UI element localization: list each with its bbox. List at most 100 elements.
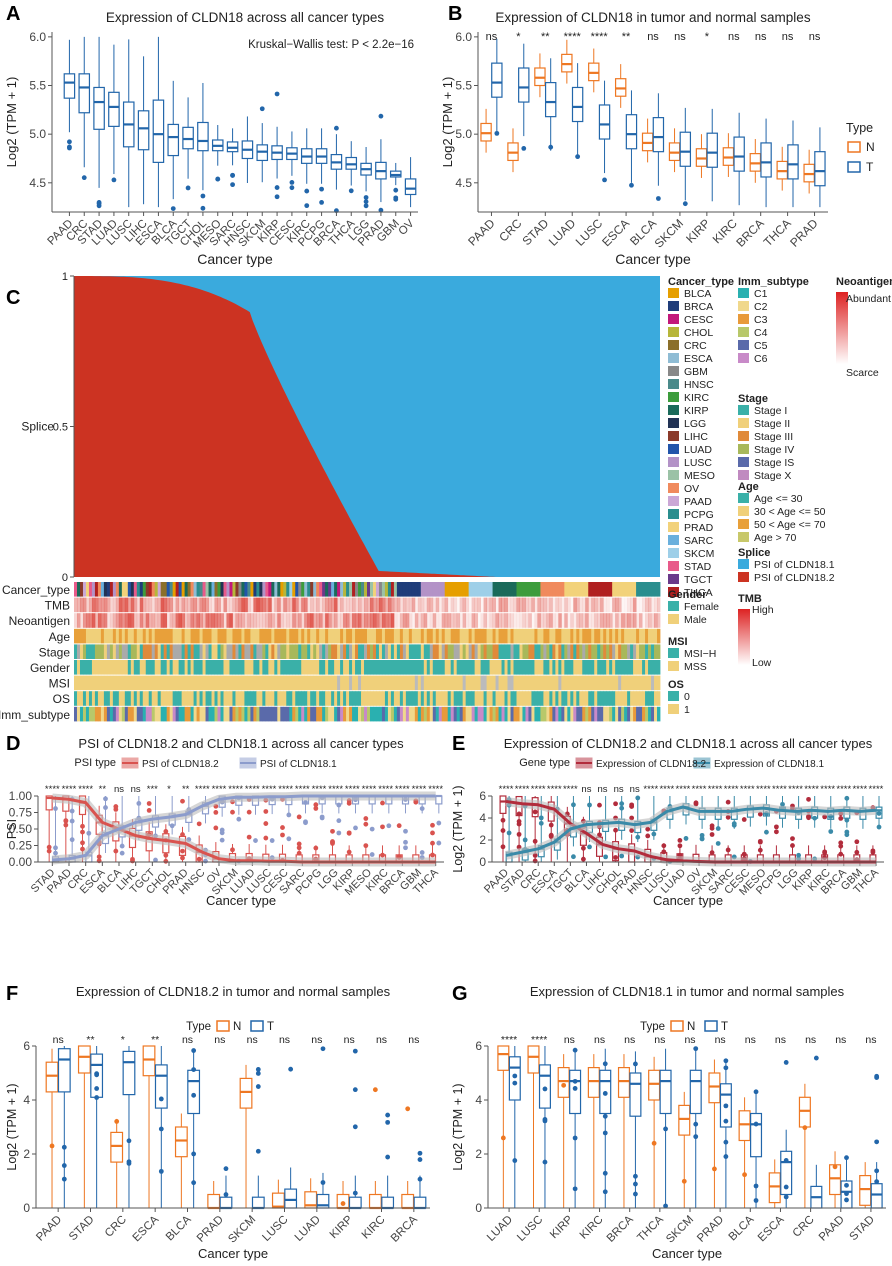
panel-c-track-cell bbox=[130, 582, 135, 597]
panel-c-track-cell bbox=[633, 628, 637, 644]
panel-c-track-cell bbox=[343, 644, 347, 659]
panel-c-legend-cancer-label: PAAD bbox=[684, 496, 712, 508]
panel-c-track-cell bbox=[352, 706, 356, 722]
panel-c-track-cell bbox=[163, 660, 168, 675]
panel-c-track-cell bbox=[364, 675, 368, 691]
panel-c-track-cell bbox=[549, 675, 553, 691]
panel-c-track-cell bbox=[106, 613, 111, 628]
panel-f-legend-label: T bbox=[267, 1021, 274, 1033]
panel-c-track-cell bbox=[555, 675, 559, 691]
panel-c-track-cell bbox=[567, 613, 571, 628]
panel-g-tumor-STAD-outlier bbox=[874, 1168, 880, 1174]
panel-c-track-cell bbox=[543, 597, 547, 613]
panel-b-significance: ns bbox=[674, 31, 686, 43]
panel-c-legend-cancer-label: LGG bbox=[684, 418, 706, 430]
panel-c-track-cell bbox=[157, 660, 162, 675]
panel-c-track-cell bbox=[313, 660, 317, 675]
panel-c-track-cell bbox=[196, 706, 200, 722]
panel-c-track-cell bbox=[573, 597, 577, 613]
panel-c-track-cell bbox=[567, 691, 571, 706]
panel-c-track-cell bbox=[483, 691, 487, 706]
panel-c-track-cell bbox=[495, 628, 499, 644]
panel-g-legend-label: T bbox=[721, 1021, 728, 1033]
panel-c-track-cell bbox=[501, 644, 505, 659]
panel-c-track-cell bbox=[346, 613, 350, 628]
panel-e-b-KIRP-outlier bbox=[812, 815, 818, 821]
panel-c-track-cell bbox=[298, 675, 302, 691]
panel-c-track-cell bbox=[639, 706, 643, 722]
panel-g-normal-LUAD-box bbox=[497, 1045, 510, 1071]
panel-c-track-cell bbox=[522, 691, 526, 706]
panel-c-track-cell bbox=[606, 675, 610, 691]
panel-c-track-cell bbox=[450, 706, 455, 722]
panel-c-track-cell bbox=[271, 613, 275, 628]
panel-c-track-cell bbox=[151, 597, 156, 613]
panel-c-track-cell bbox=[109, 613, 114, 628]
panel-c-track-cell bbox=[301, 675, 305, 691]
panel-c-track-cell bbox=[310, 644, 314, 659]
panel-c-track-cell bbox=[525, 644, 529, 659]
panel-c-track-cell bbox=[268, 582, 272, 597]
panel-d-legend-label: PSI of CLDN18.2 bbox=[142, 759, 219, 770]
panel-c-track-cell bbox=[223, 660, 227, 675]
panel-c-track-cell bbox=[253, 691, 257, 706]
panel-c-track-cell bbox=[528, 582, 532, 597]
panel-c-track-cell bbox=[289, 706, 293, 722]
panel-c-track-cell bbox=[304, 706, 308, 722]
panel-c-track-cell bbox=[465, 582, 470, 597]
panel-c-track-cell bbox=[453, 597, 458, 613]
panel-c-track-cell bbox=[510, 691, 514, 706]
panel-c-track-cell bbox=[163, 644, 168, 659]
panel-c-track-cell bbox=[244, 706, 248, 722]
panel-c-track-cell bbox=[274, 644, 278, 659]
panel-c-track-cell bbox=[334, 597, 338, 613]
panel-c-track-cell bbox=[618, 660, 622, 675]
panel-c-track-cell bbox=[369, 644, 374, 659]
panel-g-normal-KIRP-box bbox=[557, 1066, 570, 1098]
panel-c-track-cell bbox=[76, 597, 81, 613]
panel-c-track-cell bbox=[292, 660, 296, 675]
panel-c-track-cell bbox=[223, 613, 227, 628]
panel-d-xlabel: Cancer type bbox=[206, 893, 276, 908]
panel-c-track-cell bbox=[531, 706, 535, 722]
panel-g-tumor-KIRC-outlier bbox=[602, 1189, 608, 1195]
panel-f-significance: ** bbox=[151, 1034, 159, 1046]
panel-c-track-cell bbox=[292, 582, 296, 597]
panel-c-track-cell bbox=[181, 644, 186, 659]
panel-c-track-cell bbox=[549, 613, 553, 628]
panel-c-track-cell bbox=[244, 613, 248, 628]
panel-e-b-BLCA-outlier bbox=[587, 844, 592, 850]
panel-c-legend-stage-label: Stage II bbox=[754, 418, 790, 430]
panel-c-track-cell bbox=[238, 691, 242, 706]
panel-c-track-cell bbox=[148, 706, 153, 722]
panel-c-track-cell bbox=[247, 582, 251, 597]
panel-c-track-cell bbox=[220, 644, 224, 659]
panel-c-track-cell bbox=[564, 582, 568, 597]
panel-c-track-cell bbox=[91, 613, 96, 628]
panel-d-a-KIRP-outlier bbox=[346, 830, 352, 836]
panel-c-track-cell bbox=[205, 628, 209, 644]
panel-letter-A: A bbox=[6, 3, 20, 25]
panel-d-b-SKCM-outlier bbox=[236, 816, 242, 822]
panel-c-track-cell bbox=[606, 613, 610, 628]
panel-e-a-PCPG-outlier bbox=[774, 829, 779, 835]
panel-f-tumor-KIRP-outlier bbox=[352, 1087, 358, 1093]
panel-e-b-LIHC-outlier bbox=[603, 854, 608, 860]
panel-c-track-cell bbox=[537, 628, 541, 644]
panel-c-track-cell bbox=[322, 613, 326, 628]
panel-g-tumor-STAD-outlier bbox=[874, 1179, 880, 1185]
panel-c-track-cell bbox=[100, 628, 105, 644]
panel-e-ytick-label: 4 bbox=[479, 811, 486, 825]
panel-c-track-cell bbox=[214, 706, 218, 722]
panel-f-tumor-CRC-outlier bbox=[126, 1161, 132, 1166]
panel-c-track-cell bbox=[76, 691, 81, 706]
panel-c-track-cell bbox=[322, 675, 326, 691]
panel-c-track-cell bbox=[157, 706, 162, 722]
panel-c-track-cell bbox=[465, 660, 470, 675]
panel-c-track-cell bbox=[441, 613, 446, 628]
panel-c-track-cell bbox=[76, 628, 81, 644]
panel-c-track-cell bbox=[226, 628, 230, 644]
panel-c-track-cell bbox=[346, 628, 350, 644]
panel-c-track-cell bbox=[441, 691, 446, 706]
panel-c-track-cell bbox=[280, 582, 284, 597]
